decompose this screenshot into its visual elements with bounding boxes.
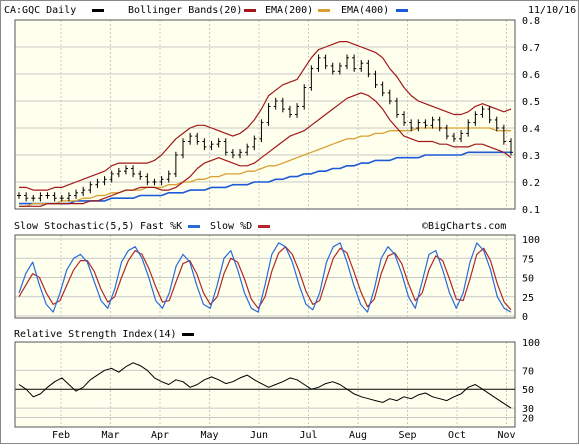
stochastic-y-tick-label: 75 [522, 254, 534, 265]
x-tick-label: Jul [299, 430, 317, 441]
ema400-line [19, 151, 511, 205]
stochastic-panel-border [14, 234, 516, 319]
x-tick-label: Sep [398, 430, 416, 441]
rsi-y-tick-label: 30 [522, 404, 534, 415]
x-tick-label: Feb [52, 430, 70, 441]
stochastic-y-tick-label: 50 [522, 274, 534, 285]
bollinger-lower-line [19, 92, 512, 207]
ema400-legend-label: EMA(400) [341, 5, 389, 16]
axis-labels: Feb Mar Apr May Jun Jul Aug Sep Oct Nov 0.1 0.2 0.3 0… [52, 16, 540, 441]
price-legend-swatch [92, 9, 104, 12]
ema200-legend-swatch [318, 9, 330, 12]
symbol-label: CA:GQC Daily [4, 5, 76, 16]
ema400-legend-swatch [396, 9, 408, 12]
x-tick-label: Oct [448, 430, 466, 441]
rsi-panel-border [14, 341, 516, 428]
fast-k-legend-swatch [188, 225, 200, 228]
price-y-tick-label: 0.7 [522, 43, 540, 54]
slow-d-legend-label: Slow %D [210, 221, 252, 232]
rsi-y-tick-label: 70 [522, 366, 534, 377]
x-tick-label: May [200, 430, 218, 441]
stochastic-title: Slow Stochastic(5,5) [14, 221, 134, 232]
price-y-tick-label: 0.4 [522, 124, 540, 135]
price-y-tick-label: 0.5 [522, 97, 540, 108]
stochastic-panel [15, 235, 515, 318]
copyright-label: ©BigCharts.com [422, 221, 506, 232]
price-y-tick-label: 0.6 [522, 70, 540, 81]
bollinger-legend-swatch [244, 9, 256, 12]
x-tick-label: Aug [349, 430, 367, 441]
x-tick-label: Nov [497, 430, 515, 441]
x-tick-label: Apr [151, 430, 169, 441]
grid-lines [15, 19, 515, 427]
price-panel-border [14, 19, 516, 210]
stochastic-y-tick-label: 100 [522, 235, 540, 246]
price-panel [15, 20, 515, 209]
price-y-tick-label: 0.3 [522, 151, 540, 162]
stochastic-y-tick-label: 25 [522, 293, 534, 304]
x-tick-label: Mar [101, 430, 119, 441]
rsi-y-tick-label: 20 [522, 414, 534, 425]
price-y-tick-label: 0.1 [522, 205, 540, 216]
stochastic-y-tick-label: 0 [522, 312, 528, 323]
price-y-tick-label: 0.2 [522, 178, 540, 189]
price-y-tick-label: 0.8 [522, 16, 540, 27]
slow-d-legend-swatch [258, 225, 270, 228]
fast-k-legend-label: Fast %K [140, 221, 182, 232]
rsi-line [18, 362, 512, 409]
ema200-legend-label: EMA(200) [265, 5, 313, 16]
bollinger-upper-line [19, 40, 512, 191]
fast-k-line [18, 242, 512, 313]
bollinger-legend-label: Bollinger Bands(20) [128, 5, 242, 16]
date-label: 11/10/16 [528, 5, 576, 16]
rsi-title: Relative Strength Index(14) [14, 329, 177, 340]
ema200-line [19, 127, 511, 207]
rsi-plot [18, 362, 512, 409]
slow-d-line [18, 246, 512, 311]
x-tick-label: Jun [250, 430, 268, 441]
rsi-y-tick-label: 100 [522, 338, 540, 349]
rsi-y-tick-label: 50 [522, 385, 534, 396]
rsi-panel [15, 342, 515, 427]
price-plot [17, 40, 513, 207]
stochastic-plot [18, 242, 512, 313]
rsi-legend-swatch [182, 333, 194, 336]
